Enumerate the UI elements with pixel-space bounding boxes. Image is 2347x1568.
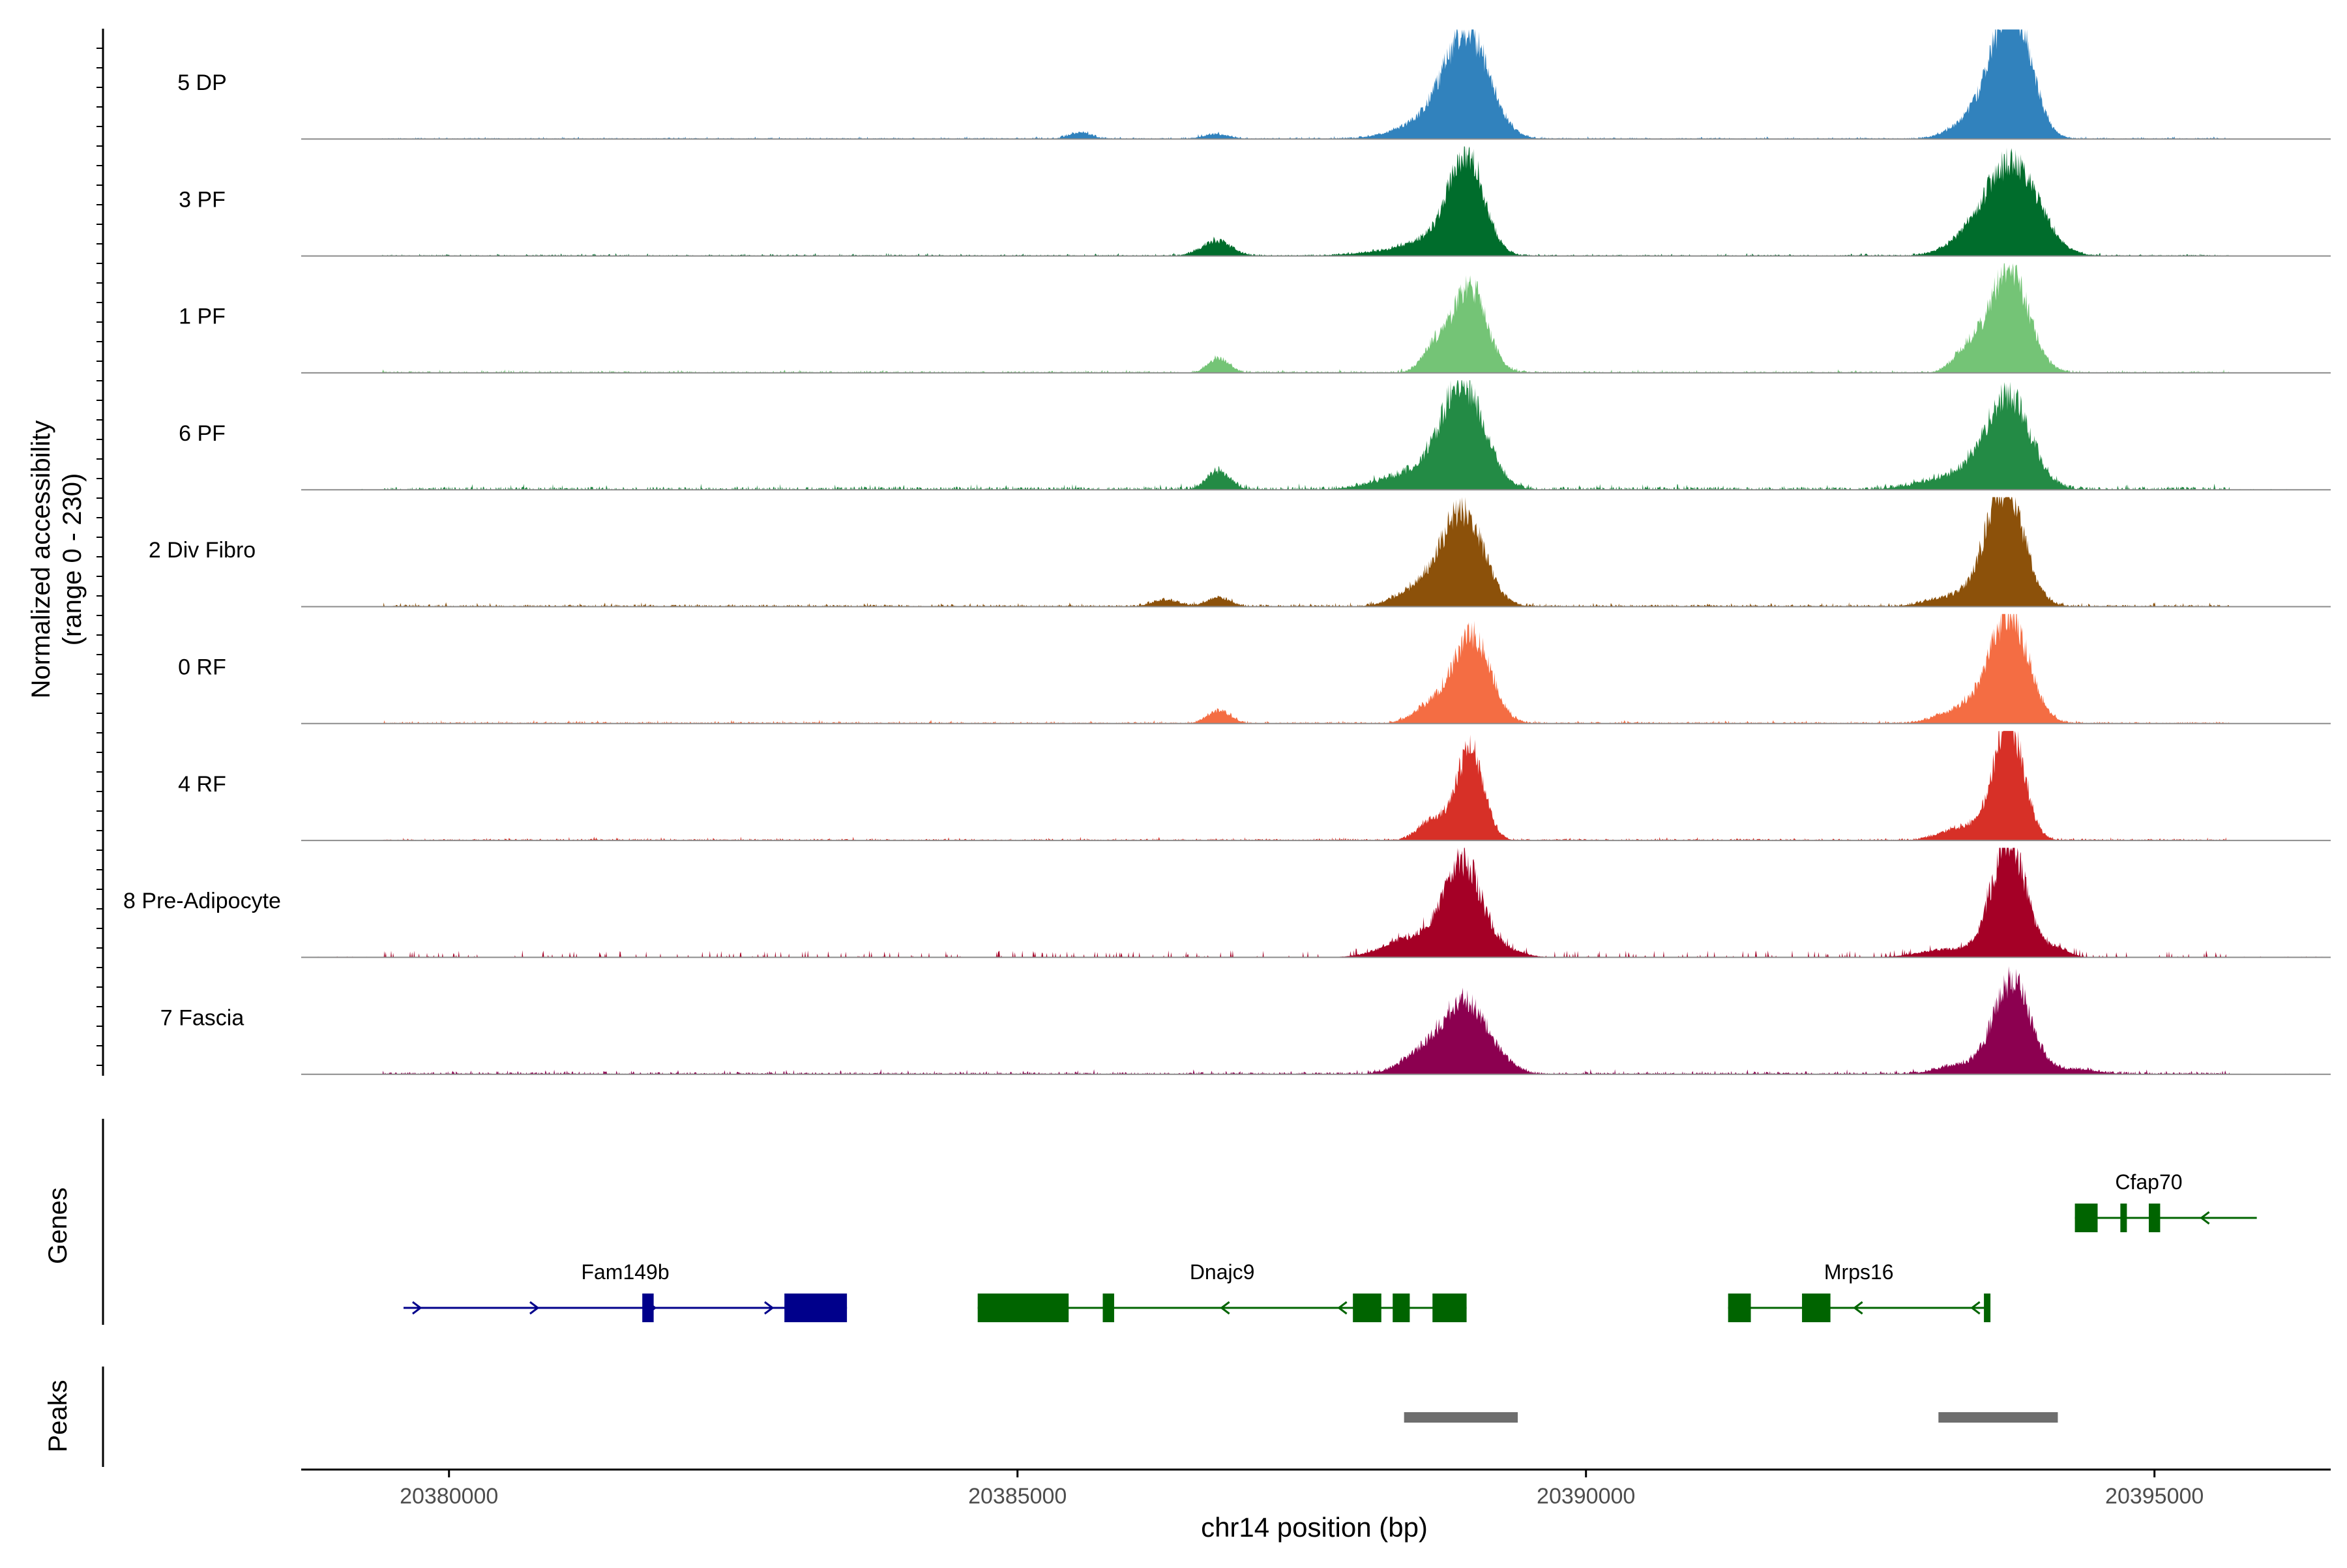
track-label: 3 PF <box>179 187 226 212</box>
x-tick-label: 20390000 <box>1537 1484 1635 1509</box>
strand-arrow <box>1337 1301 1348 1315</box>
coverage-area-4-rf <box>301 731 2331 841</box>
peaks-track-label: Peaks <box>44 1380 72 1452</box>
track-label: 2 Div Fibro <box>149 538 256 563</box>
exon <box>2120 1204 2127 1232</box>
gene-cfap70: Cfap70 <box>2074 1170 2257 1232</box>
gene-label: Cfap70 <box>2115 1170 2182 1194</box>
coverage-area-6-pf <box>301 380 2331 490</box>
exon <box>1393 1294 1410 1322</box>
exon <box>2148 1204 2161 1232</box>
strand-arrow <box>412 1301 422 1315</box>
coverage-area-0-rf <box>301 614 2331 724</box>
gene-label: Mrps16 <box>1824 1260 1894 1284</box>
track-label: 8 Pre-Adipocyte <box>123 889 281 913</box>
coverage-area-1-pf <box>301 263 2331 373</box>
exon <box>642 1294 654 1322</box>
gene-label: Dnajc9 <box>1190 1260 1255 1284</box>
coverage-area-8-pre-adipocyte <box>301 848 2331 958</box>
gene-fam149b: Fam149b <box>403 1260 848 1322</box>
track-label: 5 DP <box>177 70 227 95</box>
track-label: 6 PF <box>179 421 226 446</box>
coverage-area-3-pf <box>301 146 2331 256</box>
peak-region <box>1938 1412 2058 1423</box>
exon <box>1102 1294 1114 1322</box>
exon <box>1984 1294 1991 1322</box>
gene-mrps16: Mrps16 <box>1728 1260 1991 1322</box>
peak-region <box>1404 1412 1518 1423</box>
track-label: 1 PF <box>179 304 226 329</box>
coverage-area-5-dp <box>301 29 2331 140</box>
exon <box>1432 1294 1467 1322</box>
y-axis-title-range: (range 0 - 230) <box>58 473 87 646</box>
x-tick-label: 20395000 <box>2105 1484 2204 1509</box>
strand-arrow <box>2200 1211 2210 1225</box>
exon <box>1353 1294 1381 1322</box>
coverage-area-2-div-fibro <box>301 497 2331 607</box>
track-label: 7 Fascia <box>160 1005 244 1030</box>
gene-label: Fam149b <box>581 1260 669 1284</box>
exon <box>1728 1294 1751 1322</box>
exon <box>2074 1204 2098 1232</box>
strand-arrow <box>1220 1301 1230 1315</box>
coverage-area-7-fascia <box>301 966 2331 1074</box>
strand-arrow <box>1970 1301 1981 1315</box>
peaks-track <box>1404 1412 2058 1423</box>
strand-arrow <box>764 1301 775 1315</box>
x-tick-label: 20380000 <box>400 1484 498 1509</box>
track-label: 4 RF <box>178 772 226 797</box>
genes-track-label: Genes <box>44 1187 72 1264</box>
exon <box>977 1294 1069 1322</box>
exon <box>1802 1294 1831 1322</box>
x-axis-title: chr14 position (bp) <box>1201 1512 1428 1543</box>
x-tick-label: 20385000 <box>968 1484 1067 1509</box>
gene-annotation-track: Fam149b Dnajc9 Mrps16 Cfap70 <box>403 1170 2257 1322</box>
gene-dnajc9: Dnajc9 <box>977 1260 1467 1322</box>
strand-arrow <box>529 1301 540 1315</box>
coverage-tracks: 5 DP 3 PF 1 PF 6 PF 2 Div Fibro 0 RF 4 RF 8 Pre… <box>123 29 2331 1075</box>
exon <box>784 1294 848 1322</box>
x-axis: 20380000 20385000 20390000 20395000 <box>301 1468 2331 1509</box>
track-label: 0 RF <box>178 655 226 680</box>
y-axis <box>96 29 104 1467</box>
strand-arrow <box>1853 1301 1863 1315</box>
y-axis-title: Normalized accessibility <box>27 421 55 699</box>
